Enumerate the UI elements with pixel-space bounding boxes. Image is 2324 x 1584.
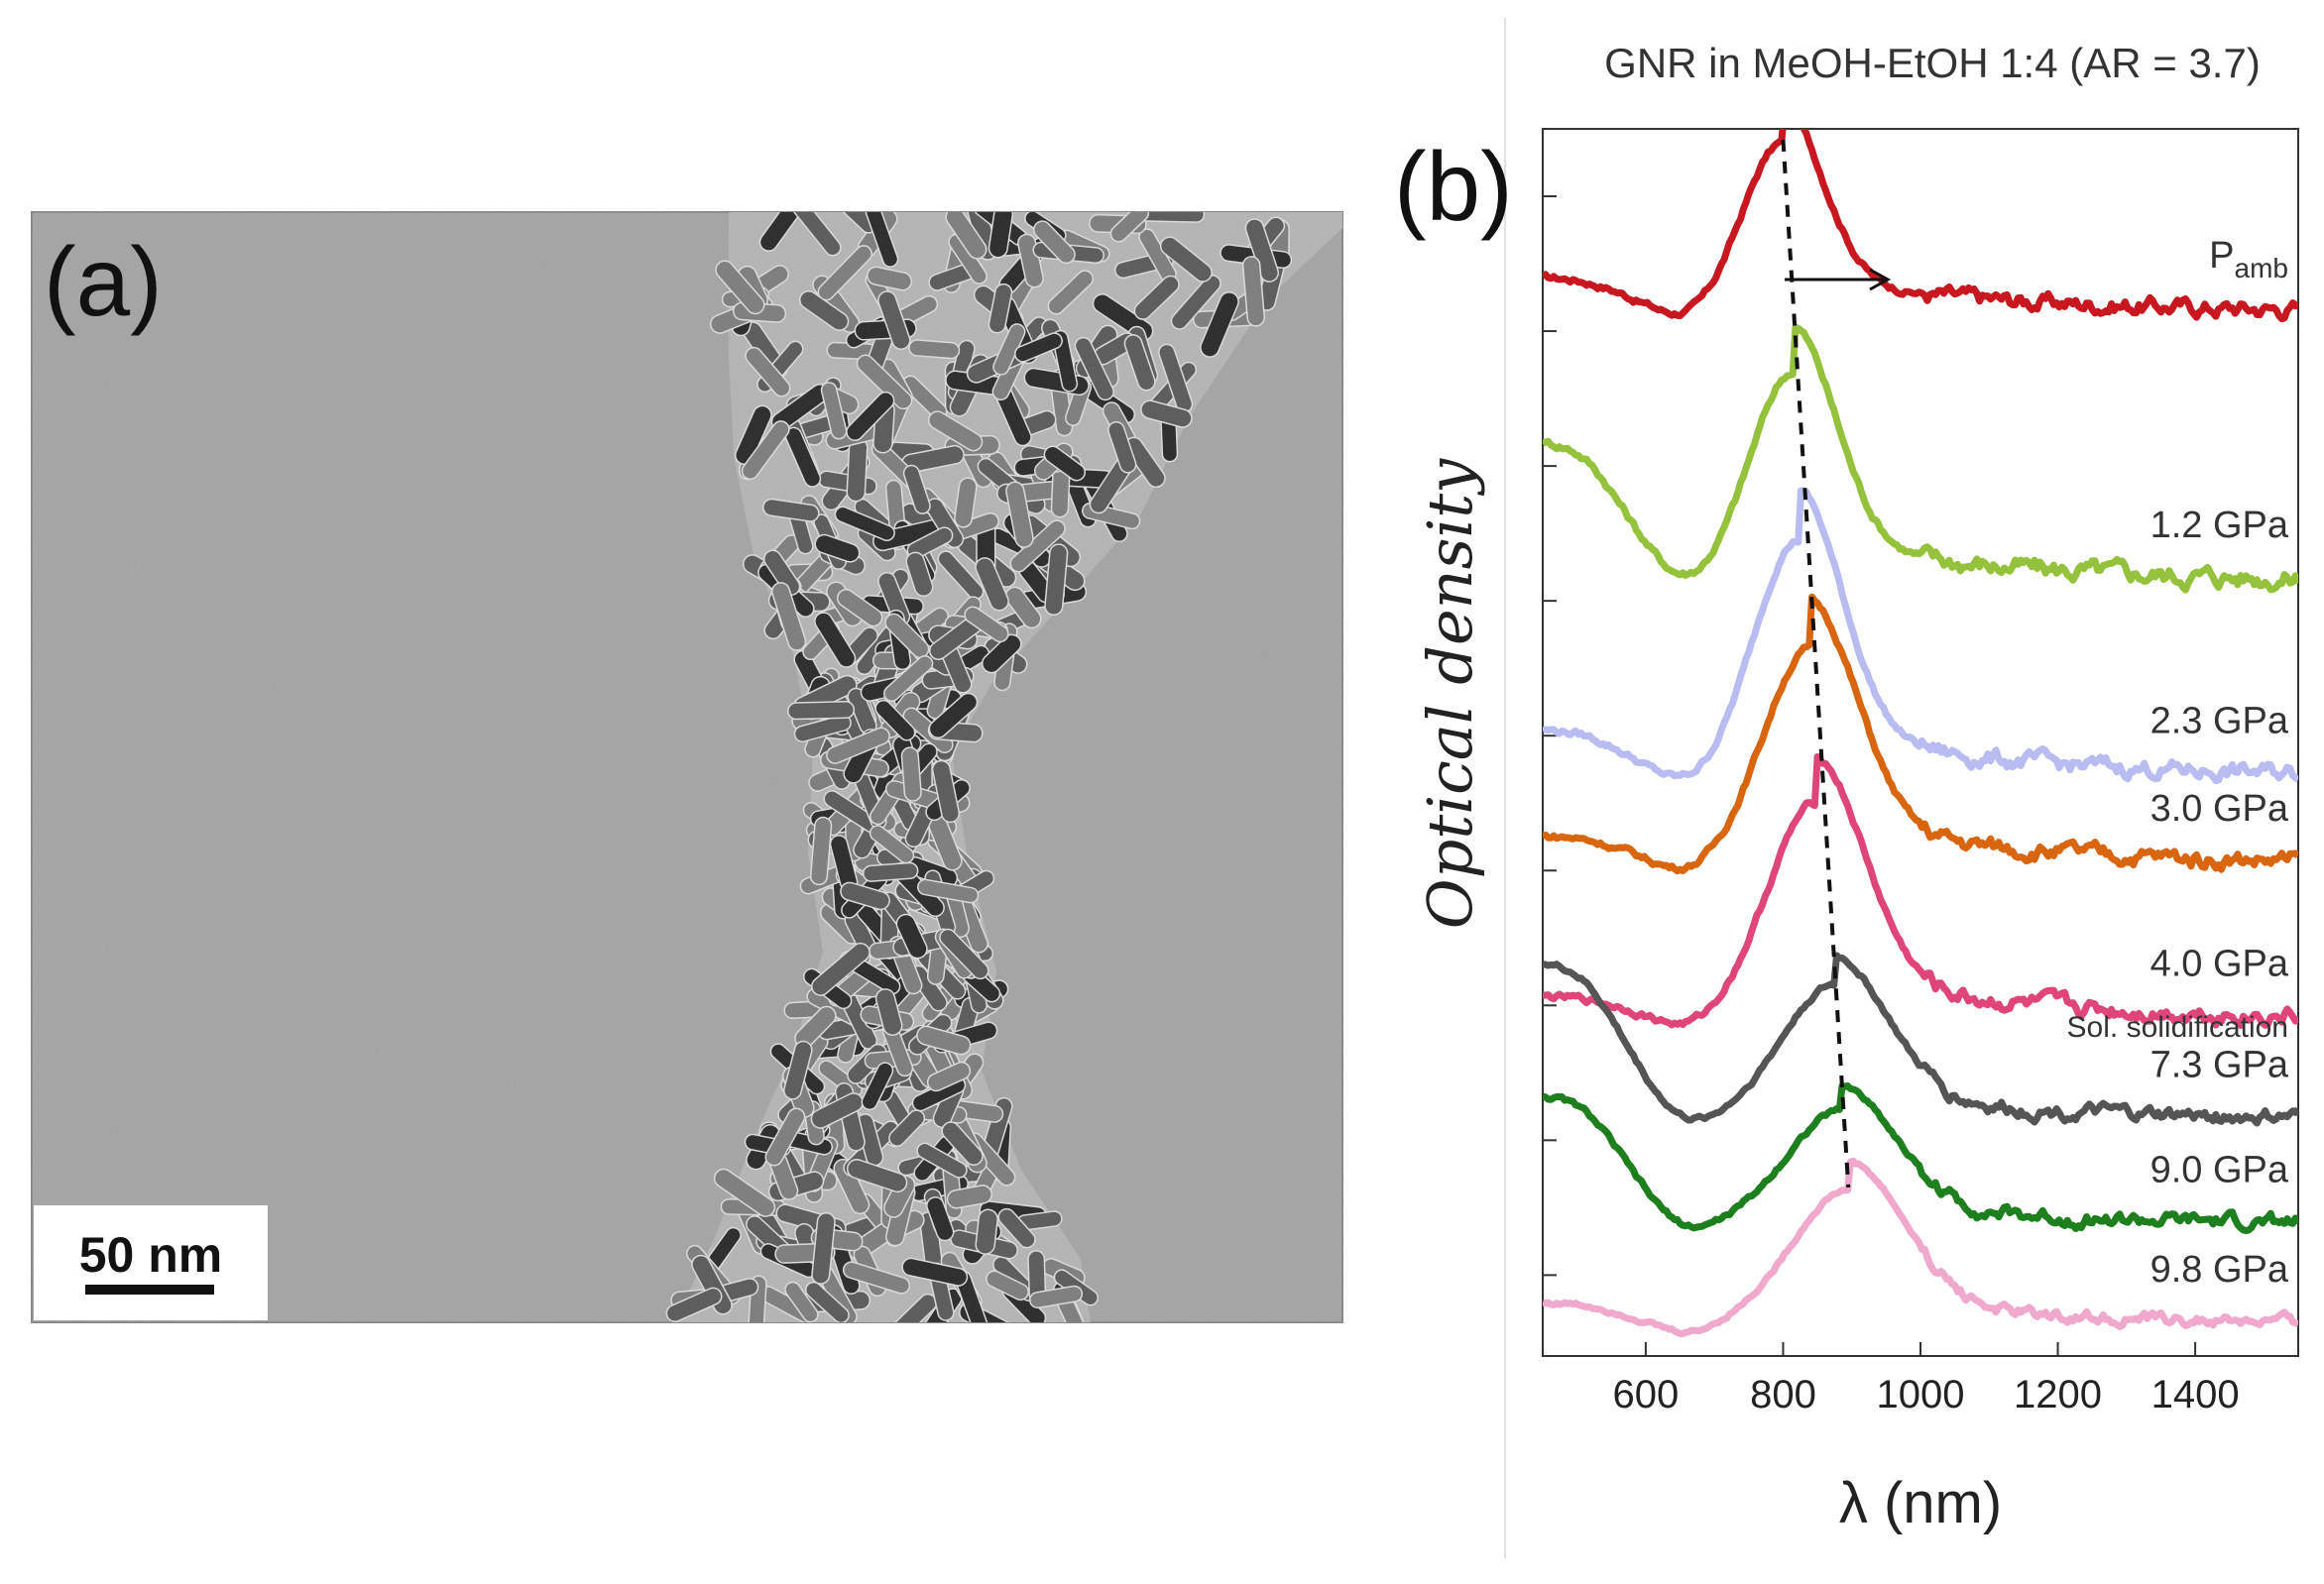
series-line (1543, 593, 2298, 875)
y-axis (1543, 195, 1557, 1277)
tem-grain-texture (32, 212, 1342, 1322)
arrow-head-icon (1869, 268, 1892, 291)
series-label: 3.0 GPa (2150, 788, 2289, 830)
series-line (1543, 487, 2298, 785)
peak-trend-dashed-line (1781, 139, 1851, 1188)
series-line (1543, 129, 2298, 323)
panel-b-label: (b) (1394, 132, 1513, 241)
scale-bar (85, 1285, 214, 1295)
series-line (1543, 1157, 2298, 1337)
x-tick-label: 1000 (1877, 1373, 1965, 1416)
series-label: 4.0 GPa (2150, 943, 2289, 984)
x-tick-label: 800 (1750, 1373, 1816, 1416)
x-axis-label: λ (nm) (1839, 1471, 2002, 1535)
scale-bar-label: 50 nm (79, 1227, 223, 1283)
series-line (1543, 952, 2298, 1127)
chart-title: GNR in MeOH-EtOH 1:4 (AR = 3.7) (1604, 40, 2261, 86)
panel-a-tem-image: (a) 50 nm (31, 211, 1343, 1323)
panel-a-label: (a) (44, 227, 163, 336)
series-labels: Pamb 1.2 GPa 2.3 GPa 3.0 GPa 4.0 GPa 7.3 GPa 9… (2150, 235, 2289, 1291)
series-line (1543, 752, 2298, 1029)
series-lines (1543, 129, 2298, 1337)
x-tick-label: 600 (1613, 1373, 1680, 1416)
x-axis: 600 800 1000 1200 1400 (1613, 1342, 2240, 1416)
series-label: 7.3 GPa (2150, 1044, 2289, 1085)
y-axis-label: Optical density (1414, 458, 1486, 929)
series-label: 1.2 GPa (2150, 505, 2289, 546)
annotation-sol-solidification: Sol. solidification (2067, 1011, 2288, 1044)
series-label: 9.8 GPa (2150, 1249, 2289, 1291)
series-label: 2.3 GPa (2150, 701, 2289, 742)
series-label: Pamb (2209, 235, 2288, 283)
x-tick-label: 1400 (2151, 1373, 2240, 1416)
series-label: 9.0 GPa (2150, 1150, 2289, 1191)
series-line (1543, 323, 2298, 594)
shift-arrow (1785, 268, 1892, 291)
scale-bar-box (34, 1205, 268, 1320)
series-line (1543, 1081, 2298, 1234)
panel-b-chart: GNR in MeOH-EtOH 1:4 (AR = 3.7) (b) 600 8… (1394, 18, 2299, 1558)
x-tick-label: 1200 (2014, 1373, 2102, 1416)
